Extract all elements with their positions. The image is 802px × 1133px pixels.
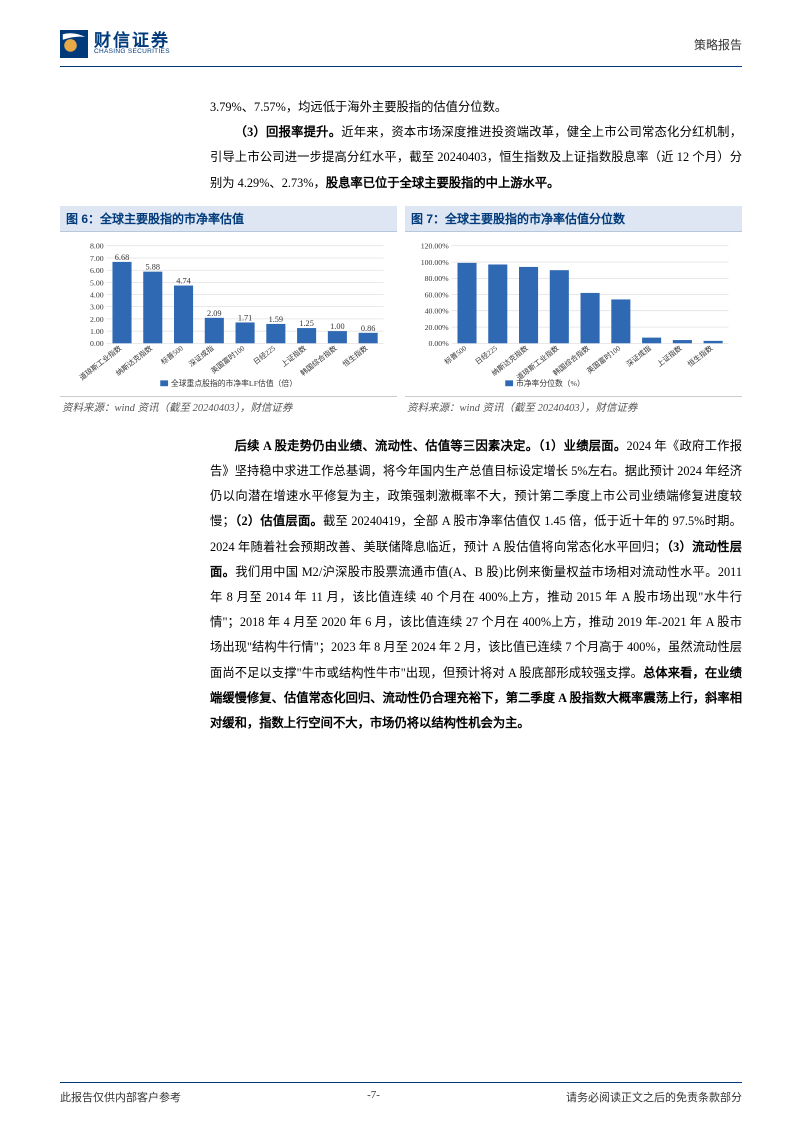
chart-canvas: 0.00% 20.00% 40.00% 60.00% 80.00% 100.00% 120.…: [405, 232, 742, 397]
svg-text:深证成指: 深证成指: [187, 343, 216, 368]
svg-text:5.88: 5.88: [146, 263, 160, 272]
svg-text:日经225: 日经225: [473, 343, 499, 366]
svg-text:1.59: 1.59: [269, 315, 283, 324]
svg-text:恒生指数: 恒生指数: [341, 343, 370, 368]
chart-source: 资料来源：wind 资讯（截至 20240403），财信证券: [60, 397, 397, 418]
logo-text: 财信证券 CHASING SECURITIES: [94, 32, 170, 56]
svg-text:英国富时100: 英国富时100: [209, 343, 246, 375]
svg-text:上证指数: 上证指数: [655, 343, 684, 368]
svg-text:40.00%: 40.00%: [425, 307, 450, 316]
chart-source: 资料来源：wind 资讯（截至 20240403），财信证券: [405, 397, 742, 418]
svg-text:6.00: 6.00: [90, 266, 104, 275]
svg-text:全球重点股指的市净率LF估值（倍）: 全球重点股指的市净率LF估值（倍）: [171, 378, 297, 388]
svg-text:0.00: 0.00: [90, 339, 104, 348]
chart-6: 图 6：全球主要股指的市净率估值 0.00 1.00 2.00 3.00 4.00 5.0…: [60, 206, 397, 418]
svg-text:4.74: 4.74: [176, 276, 190, 285]
svg-text:80.00%: 80.00%: [425, 274, 450, 283]
svg-text:2.09: 2.09: [207, 309, 221, 318]
paragraph: 后续 A 股走势仍由业绩、流动性、估值等三因素决定。（1）业绩层面。2024 年…: [210, 434, 742, 736]
bold-lead: 后续 A 股走势仍由业绩、流动性、估值等三因素决定。（1）业绩层面。: [235, 439, 627, 453]
paragraph: 3.79%、7.57%，均远低于海外主要股指的估值分位数。: [210, 95, 742, 120]
svg-text:0.86: 0.86: [361, 324, 375, 333]
svg-text:0.00%: 0.00%: [429, 339, 450, 348]
svg-text:6.68: 6.68: [115, 253, 129, 262]
svg-text:1.00: 1.00: [330, 322, 344, 331]
chart-title: 图 7：全球主要股指的市净率估值分位数: [405, 206, 742, 232]
charts-row: 图 6：全球主要股指的市净率估值 0.00 1.00 2.00 3.00 4.00 5.0…: [60, 206, 742, 418]
svg-text:道琼斯工业指数: 道琼斯工业指数: [77, 343, 123, 382]
svg-text:日经225: 日经225: [251, 343, 277, 366]
bold-tail: 股息率已位于全球主要股指的中上游水平。: [326, 176, 560, 190]
page-footer: 此报告仅供内部客户参考 -7- 请务必阅读正文之后的免责条款部分: [60, 1082, 742, 1105]
svg-text:100.00%: 100.00%: [421, 258, 449, 267]
paragraph: （3）回报率提升。近年来，资本市场深度推进投资端改革，健全上市公司常态化分红机制…: [210, 120, 742, 196]
svg-text:1.00: 1.00: [90, 327, 104, 336]
footer-left: 此报告仅供内部客户参考: [60, 1089, 181, 1105]
body-block-2: 后续 A 股走势仍由业绩、流动性、估值等三因素决定。（1）业绩层面。2024 年…: [210, 434, 742, 736]
chart-title: 图 6：全球主要股指的市净率估值: [60, 206, 397, 232]
svg-text:1.25: 1.25: [299, 319, 313, 328]
svg-text:4.00: 4.00: [90, 290, 104, 299]
svg-text:60.00%: 60.00%: [425, 290, 450, 299]
bold-section: （2）估值层面。: [235, 514, 323, 528]
svg-text:8.00: 8.00: [90, 242, 104, 251]
chart-7: 图 7：全球主要股指的市净率估值分位数 0.00% 20.00% 40.00% 60.…: [405, 206, 742, 418]
svg-text:1.71: 1.71: [238, 313, 252, 322]
report-type-label: 策略报告: [694, 36, 742, 53]
company-logo-icon: [60, 30, 88, 58]
page-number: -7-: [367, 1089, 380, 1105]
svg-text:20.00%: 20.00%: [425, 323, 450, 332]
logo-name-cn: 财信证券: [94, 32, 170, 49]
svg-text:2.00: 2.00: [90, 315, 104, 324]
text-run: 我们用中国 M2/沪深股市股票流通市值(A、B 股)比例来衡量权益市场相对流动性…: [210, 565, 742, 680]
chart-canvas: 0.00 1.00 2.00 3.00 4.00 5.00 6.00 7.00 8.00 6.68…: [60, 232, 397, 397]
bold-lead: （3）回报率提升。: [235, 125, 342, 139]
logo: 财信证券 CHASING SECURITIES: [60, 30, 170, 58]
body-block-1: 3.79%、7.57%，均远低于海外主要股指的估值分位数。 （3）回报率提升。近…: [210, 95, 742, 196]
page: 财信证券 CHASING SECURITIES 策略报告 3.79%、7.57%…: [0, 0, 802, 1133]
page-header: 财信证券 CHASING SECURITIES 策略报告: [60, 30, 742, 67]
svg-text:5.00: 5.00: [90, 278, 104, 287]
svg-text:英国富时100: 英国富时100: [585, 343, 622, 375]
svg-text:120.00%: 120.00%: [421, 242, 449, 251]
svg-text:恒生指数: 恒生指数: [686, 343, 715, 368]
footer-right: 请务必阅读正文之后的免责条款部分: [566, 1089, 742, 1105]
bar-chart-svg: 0.00% 20.00% 40.00% 60.00% 80.00% 100.00% 120.…: [409, 238, 738, 394]
svg-text:上证指数: 上证指数: [279, 343, 308, 368]
logo-name-en: CHASING SECURITIES: [94, 49, 170, 56]
svg-text:7.00: 7.00: [90, 254, 104, 263]
svg-text:标普500: 标普500: [159, 343, 185, 366]
svg-text:3.00: 3.00: [90, 302, 104, 311]
svg-text:市净率分位数（%）: 市净率分位数（%）: [516, 378, 585, 388]
bar-chart-svg: 0.00 1.00 2.00 3.00 4.00 5.00 6.00 7.00 8.00 6.68…: [64, 238, 393, 394]
svg-text:深证成指: 深证成指: [624, 343, 653, 368]
